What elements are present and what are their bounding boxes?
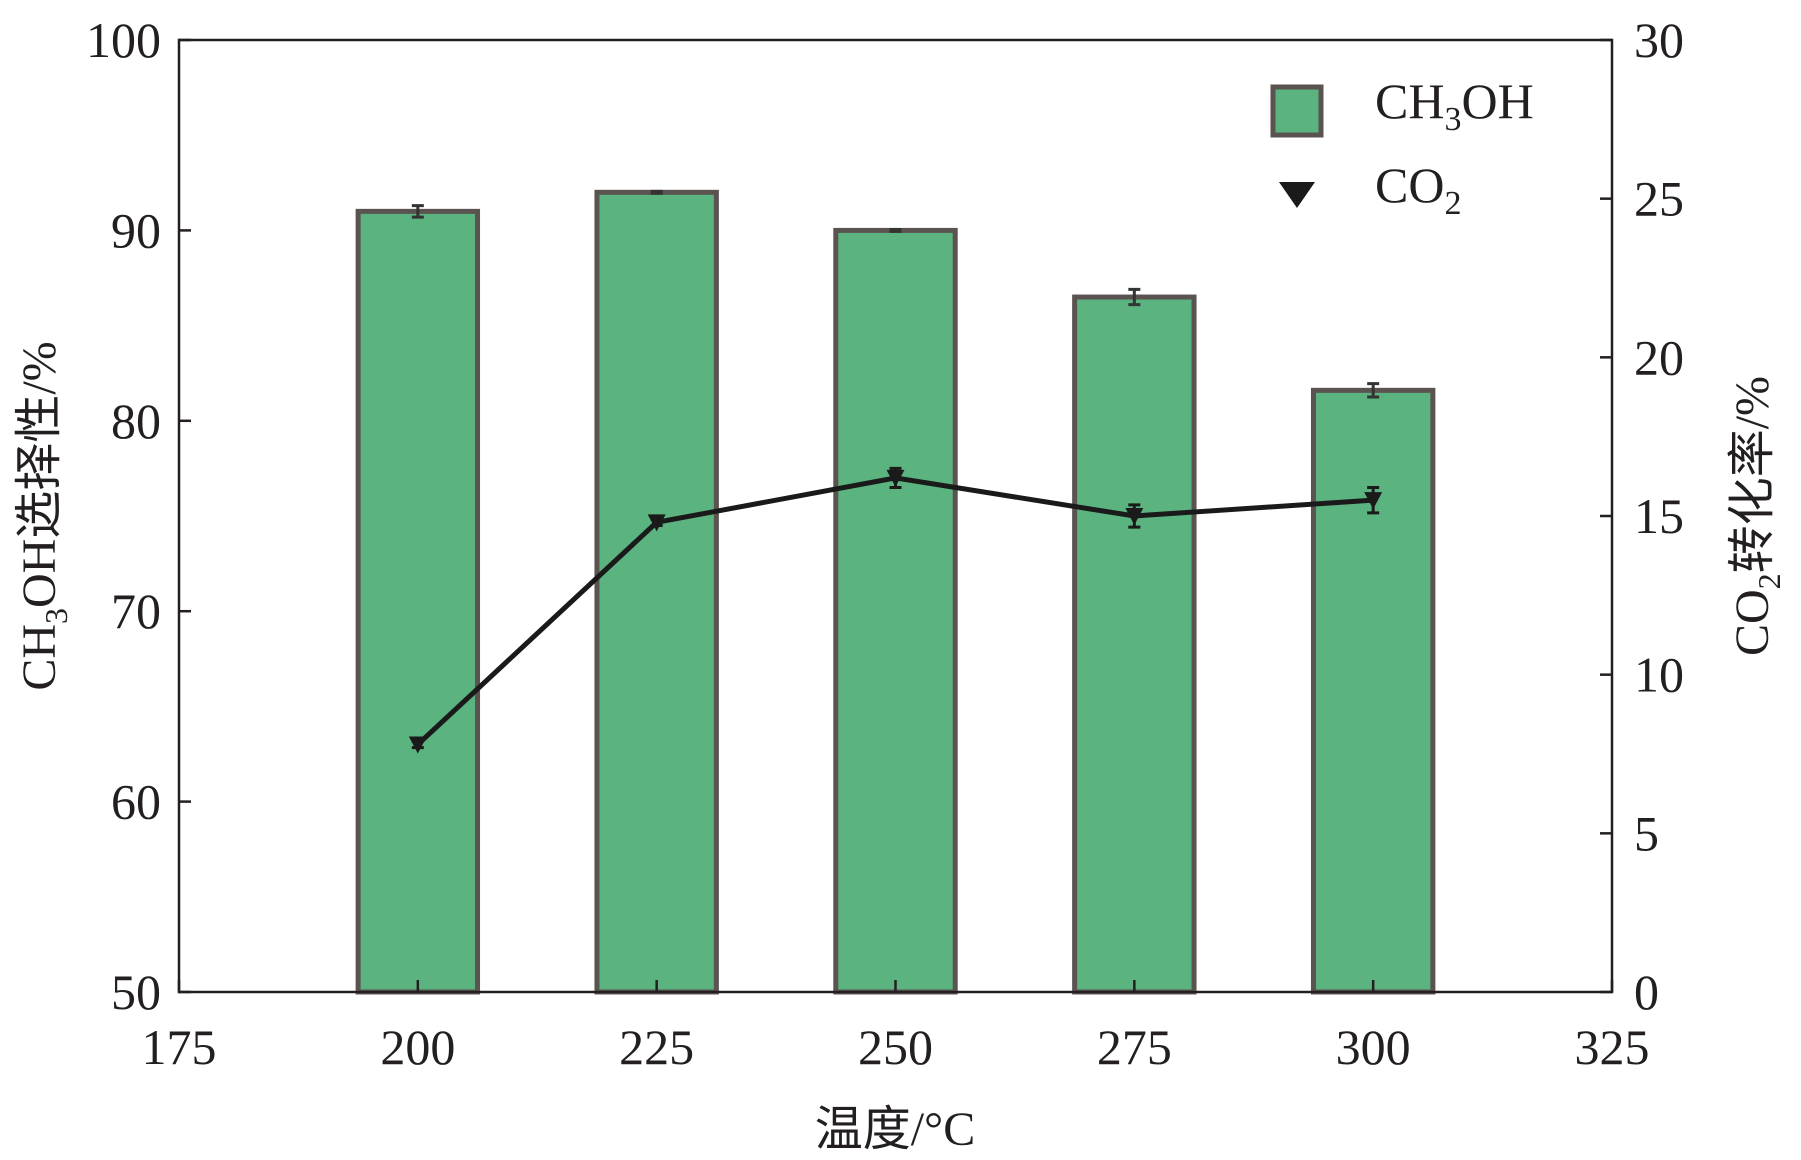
co2-point: [1125, 508, 1144, 525]
x-tick-label: 275: [1097, 1019, 1172, 1075]
x-axis-label: 温度/°C: [815, 1103, 976, 1156]
y-tick-label: 60: [111, 774, 161, 830]
x-tick-label: 175: [142, 1019, 217, 1075]
co2-point: [647, 514, 666, 532]
bar: [833, 227, 958, 995]
y-tick-label: 80: [111, 393, 161, 449]
x-tick-label: 200: [380, 1019, 455, 1075]
y2-tick-label: 10: [1634, 647, 1684, 703]
legend-swatch-ch3oh: [1270, 84, 1324, 138]
y-tick-label: 90: [111, 202, 161, 258]
y-tick-label: 70: [111, 583, 161, 639]
bar-error-bar: [650, 189, 663, 195]
legend: CH3OH CO2: [1270, 73, 1534, 222]
y2-tick-label: 30: [1634, 12, 1684, 68]
y2-tick-label: 0: [1634, 964, 1659, 1020]
y2-axis-label: CO2转化率/%: [1726, 376, 1787, 656]
bar: [594, 189, 719, 995]
bars: [355, 189, 1436, 995]
co2-point: [886, 469, 905, 487]
bar: [1310, 387, 1436, 995]
x-tick-label: 250: [858, 1019, 933, 1075]
y2-tick-label: 20: [1634, 329, 1684, 385]
bar-error-bar: [889, 227, 902, 233]
co2-line: [408, 466, 1383, 754]
co2-point: [1364, 492, 1383, 510]
x-tick-label: 225: [619, 1019, 694, 1075]
y-axis-label: CH3OH选择性/%: [13, 341, 74, 690]
ticks: 175 200 225 250 275 300 325 50 60 70 80 90 100 0 5 10 15…: [86, 12, 1684, 1075]
x-tick-label: 300: [1336, 1019, 1411, 1075]
legend-label-co2: CO2: [1375, 157, 1461, 222]
bar: [355, 208, 481, 995]
legend-label-ch3oh: CH3OH: [1375, 73, 1534, 138]
bar-error-bar: [411, 204, 424, 219]
y-tick-label: 50: [111, 964, 161, 1020]
legend-marker-co2: [1279, 182, 1315, 208]
bar: [1072, 294, 1197, 995]
y-tick-label: 100: [86, 12, 161, 68]
y2-tick-label: 15: [1634, 488, 1684, 544]
y2-tick-label: 5: [1634, 805, 1659, 861]
y2-tick-label: 25: [1634, 171, 1684, 227]
bar-error-bar: [1128, 287, 1141, 307]
x-tick-label: 325: [1575, 1019, 1650, 1075]
co2-point: [408, 736, 427, 754]
bar-error-bar: [1367, 382, 1380, 399]
